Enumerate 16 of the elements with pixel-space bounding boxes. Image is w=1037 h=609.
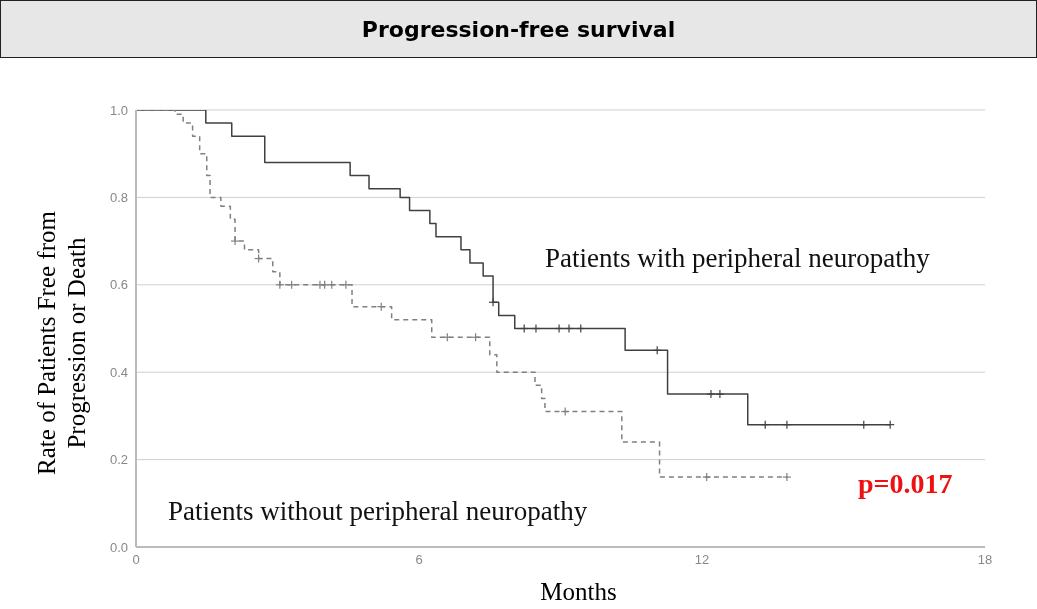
y-tick-label: 0.4 bbox=[109, 364, 128, 380]
y-tick-label: 0.2 bbox=[109, 452, 128, 468]
x-tick-label: 18 bbox=[977, 552, 993, 568]
y-tick-label: 0.8 bbox=[109, 190, 128, 206]
y-axis-title: Rate of Patients Free from Progression or Death bbox=[32, 210, 91, 477]
y-tick-label: 0.6 bbox=[109, 277, 128, 293]
x-axis-title: Months bbox=[539, 578, 618, 606]
x-tick-label: 6 bbox=[415, 552, 423, 568]
chart-title: Progression-free survival bbox=[0, 0, 1037, 58]
text: Patients without peripheral neuropathy bbox=[168, 496, 588, 527]
series-label: Patients with peripheral neuropathy bbox=[545, 243, 930, 274]
annotation: p=0.017 bbox=[858, 468, 953, 500]
y-tick-label: 1.0 bbox=[109, 102, 128, 118]
y-tick-label: 0.0 bbox=[109, 539, 128, 555]
x-tick-label: 12 bbox=[694, 552, 710, 568]
x-tick-label: 0 bbox=[132, 552, 140, 568]
